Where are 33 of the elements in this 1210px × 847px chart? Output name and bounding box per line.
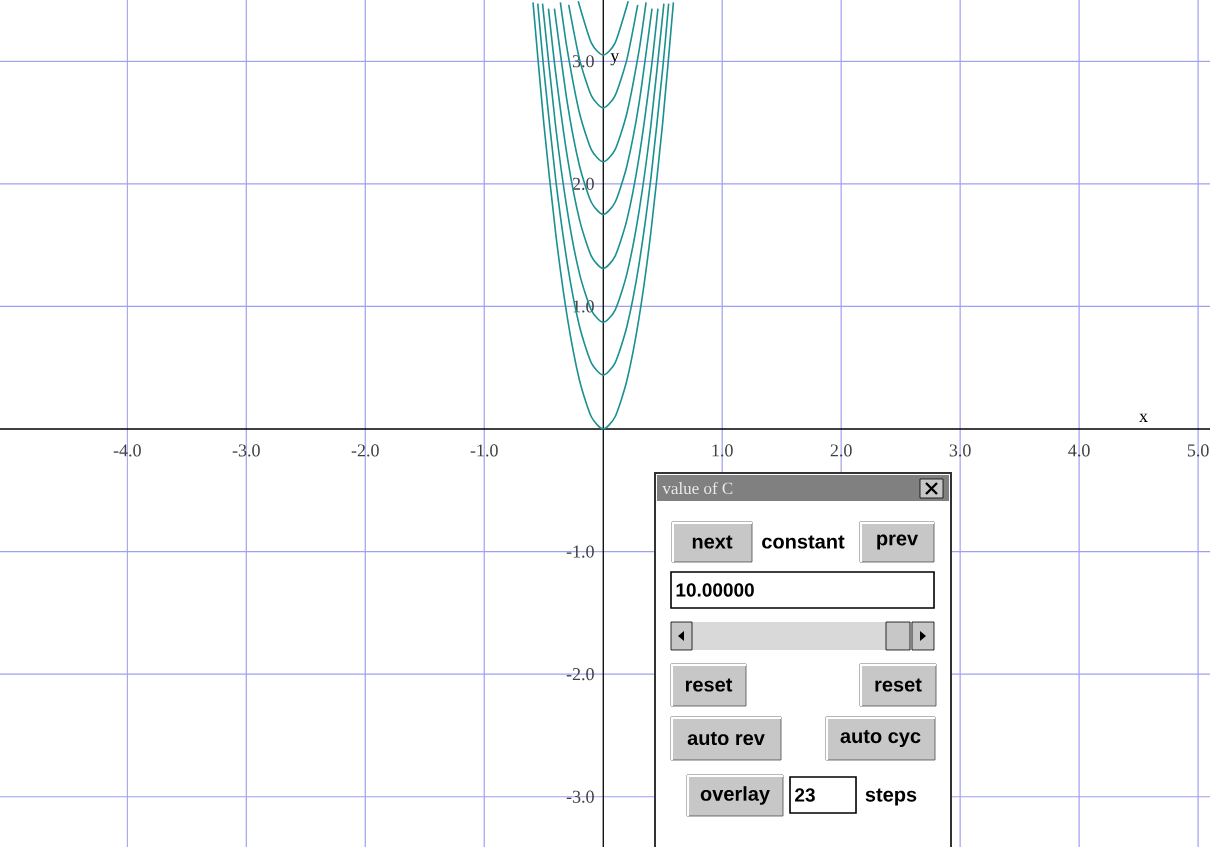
annotation: 10.00000 (676, 583, 754, 597)
annotation: value of C (662, 481, 733, 495)
x-tick-label: 1.0 (712, 444, 733, 457)
x-tick-label: 3.0 (949, 444, 971, 457)
x-tick-label: -3.0 (232, 444, 260, 457)
line-series (559, 1, 647, 163)
line-series (541, 2, 665, 324)
y-tick-label: -3.0 (566, 790, 594, 803)
line-series (547, 7, 659, 270)
annotation: reset (685, 678, 733, 692)
y-tick-label: -1.0 (566, 545, 594, 558)
x-tick-label: 5.0 (1187, 444, 1209, 457)
annotation: next (692, 535, 733, 549)
line-series (567, 4, 639, 109)
annotation: auto rev (687, 731, 765, 746)
x-axis-title: x (1139, 413, 1148, 422)
line-series (553, 7, 653, 216)
annotation: 23 (795, 788, 815, 802)
x-tick-label: 4.0 (1068, 444, 1090, 457)
annotation: constant (762, 535, 845, 549)
annotation: prev (877, 534, 919, 550)
annotation: auto cyc (840, 729, 921, 748)
x-tick-label: -2.0 (351, 444, 379, 457)
x-tick-label: -1.0 (470, 444, 498, 457)
annotation: reset (875, 678, 922, 692)
x-tick-label: 2.0 (830, 444, 852, 457)
annotation: steps (865, 788, 917, 806)
annotation: overlay (700, 786, 770, 805)
y-axis-title: y (610, 53, 620, 66)
y-tick-label: -2.0 (566, 668, 594, 681)
x-tick-label: -4.0 (113, 444, 141, 457)
line-series (536, 2, 670, 376)
line-series (532, 1, 675, 430)
